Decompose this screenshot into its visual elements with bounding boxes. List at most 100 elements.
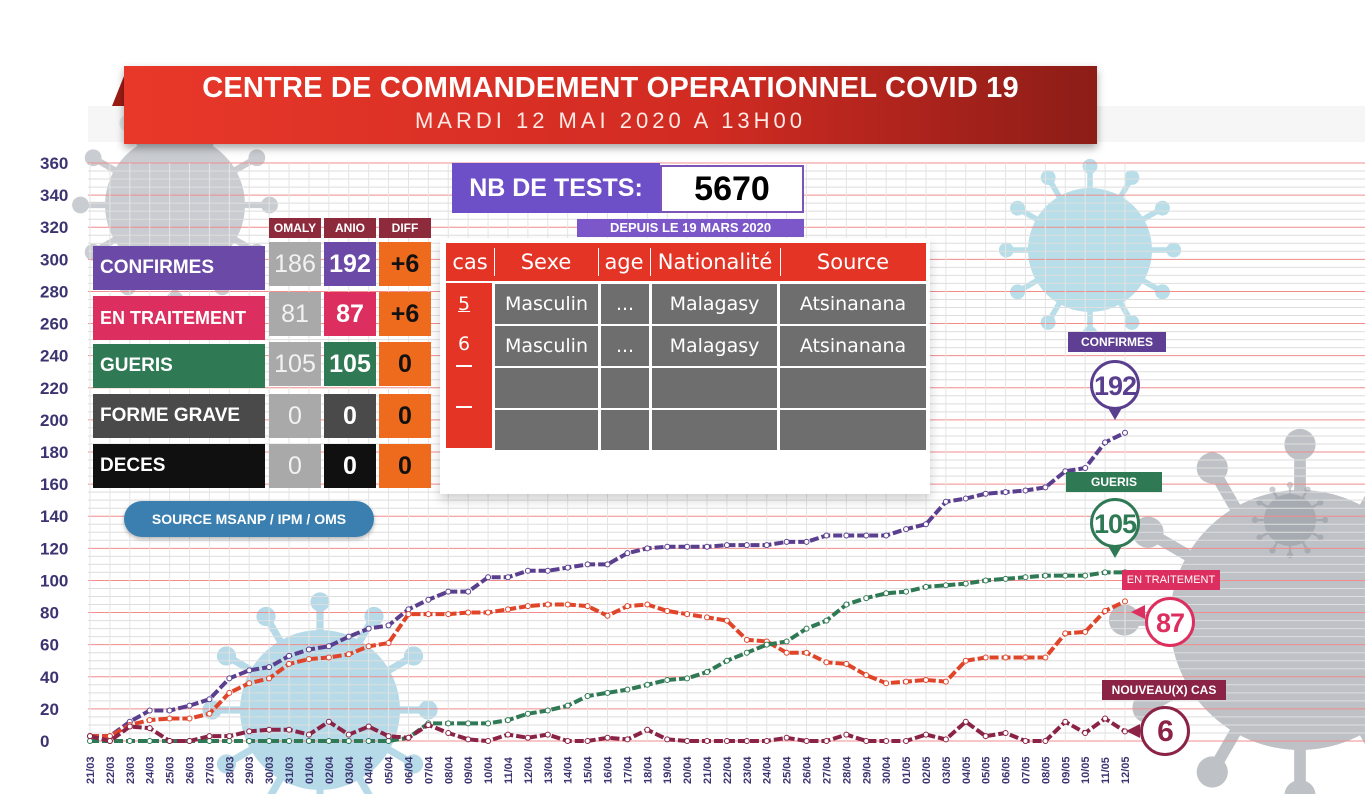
y-tick-label: 80 — [40, 604, 59, 623]
data-point — [684, 675, 691, 682]
x-tick-label: 18/04 — [642, 756, 654, 784]
virus-spike-tip — [1256, 499, 1263, 506]
data-point — [783, 638, 790, 645]
data-point — [544, 731, 551, 738]
header-separator — [780, 248, 781, 276]
y-tick-label: 40 — [40, 668, 59, 687]
data-point — [962, 718, 969, 725]
cell-empty — [652, 368, 777, 408]
data-point — [425, 721, 432, 728]
page-title: CENTRE DE COMMANDEMENT OPERATIONNEL COVI… — [202, 72, 1019, 104]
row-label: CONFIRMES — [93, 246, 265, 290]
x-tick-label: 10/05 — [1080, 756, 1092, 784]
x-tick-label: 05/05 — [981, 756, 993, 784]
data-point — [843, 731, 850, 738]
data-point — [962, 580, 969, 587]
virus-spike-tip — [216, 646, 237, 666]
case-number: 5 — [458, 293, 471, 315]
cell-empty — [780, 368, 926, 408]
x-tick-label: 27/03 — [204, 756, 216, 784]
case-number: 6 — [458, 333, 471, 355]
data-point — [564, 601, 571, 608]
callout-nouveaux-label: NOUVEAU(X) CAS — [1102, 680, 1226, 700]
data-point — [1082, 465, 1089, 472]
data-point — [903, 678, 910, 685]
data-point — [485, 720, 492, 727]
virus-spike — [173, 202, 259, 255]
virus-spike-tip — [1286, 481, 1294, 489]
virus-spike-tip — [1040, 315, 1056, 330]
virus-spike — [1289, 501, 1321, 522]
callout-gueris-value: 105 — [1090, 498, 1140, 548]
data-point — [704, 738, 711, 744]
virus-spike-tip — [1010, 200, 1025, 216]
y-tick-label: 300 — [40, 250, 68, 269]
omaly-value: 81 — [269, 292, 321, 336]
data-point — [365, 625, 372, 632]
x-tick-label: 13/04 — [543, 756, 555, 784]
data-point — [704, 543, 711, 550]
y-tick-label: 320 — [40, 218, 68, 237]
series-line — [90, 570, 1125, 743]
data-point — [644, 726, 651, 733]
diff-value: 0 — [379, 394, 431, 438]
data-point — [624, 736, 631, 743]
y-tick-label: 0 — [40, 732, 49, 751]
anio-value: 0 — [324, 444, 376, 488]
data-point — [664, 676, 671, 683]
data-point — [903, 738, 910, 744]
data-point — [385, 738, 392, 744]
data-point — [584, 603, 591, 610]
callout-pointer — [1126, 724, 1140, 738]
data-point — [723, 657, 730, 664]
virus-spike-tip — [1284, 428, 1316, 461]
anio-value: 87 — [324, 292, 376, 336]
omaly-value: 186 — [269, 242, 321, 286]
data-point — [942, 498, 949, 505]
virus-spike-tip — [1317, 534, 1324, 541]
y-tick-label: 260 — [40, 315, 68, 334]
x-tick-label: 12/04 — [523, 756, 535, 784]
data-point — [544, 707, 551, 714]
data-point — [1102, 569, 1109, 576]
data-point — [286, 738, 293, 744]
data-point — [664, 543, 671, 550]
data-point — [883, 680, 890, 687]
callout-nouveaux-value: 6 — [1140, 706, 1190, 756]
cell-source: Atsinanana — [780, 284, 926, 324]
virus-spike-tip — [1155, 200, 1170, 216]
x-tick-label: 11/05 — [1100, 757, 1112, 784]
data-point — [465, 609, 472, 616]
source-badge: SOURCE MSANP / IPM / OMS — [124, 501, 374, 537]
header-separator — [598, 248, 599, 276]
cell-empty — [495, 368, 598, 408]
data-point — [763, 542, 770, 549]
anio-value: 192 — [324, 242, 376, 286]
data-point — [942, 678, 949, 685]
data-point — [723, 542, 730, 549]
data-point — [186, 715, 193, 722]
data-point — [903, 588, 910, 595]
data-point — [226, 689, 233, 696]
data-point — [485, 609, 492, 616]
x-tick-label: 22/04 — [722, 756, 734, 784]
virus-icon — [1251, 481, 1329, 559]
x-tick-label: 16/04 — [603, 756, 615, 784]
data-point — [644, 601, 651, 608]
data-point — [1002, 489, 1009, 496]
chart-series — [87, 429, 1128, 744]
x-tick-label: 31/03 — [284, 756, 296, 784]
data-point — [684, 543, 691, 550]
virus-spike-tip — [1304, 547, 1311, 554]
data-point — [823, 617, 830, 624]
virus-spike — [1288, 519, 1309, 551]
x-tick-label: 07/04 — [423, 756, 435, 784]
virus-spike-tip — [310, 592, 330, 612]
data-point — [246, 667, 253, 674]
virus-spike — [91, 155, 177, 208]
data-point — [365, 738, 372, 744]
virus-spike-tip — [1286, 551, 1294, 559]
x-tick-label: 04/05 — [961, 756, 973, 784]
data-point — [664, 736, 671, 743]
data-point — [266, 675, 273, 682]
